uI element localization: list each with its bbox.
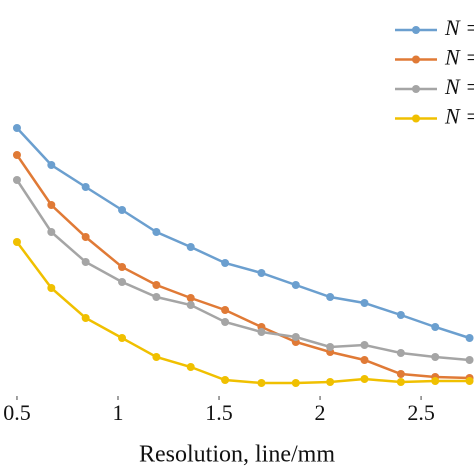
x-tick-label: 2.5 <box>407 400 435 425</box>
data-point <box>396 311 405 319</box>
data-point <box>291 333 300 341</box>
data-point <box>396 349 405 357</box>
legend-marker <box>412 26 420 34</box>
data-point <box>152 281 161 289</box>
data-point <box>326 293 335 301</box>
data-point <box>221 306 230 314</box>
data-point <box>81 183 90 191</box>
legend-label: N = <box>444 15 474 40</box>
data-point <box>81 314 90 322</box>
data-point <box>396 378 405 386</box>
data-point <box>360 375 369 383</box>
data-point <box>118 206 127 214</box>
data-point <box>257 328 266 336</box>
data-point <box>118 334 127 342</box>
data-point <box>221 259 230 267</box>
data-point <box>360 356 369 364</box>
data-point <box>291 379 300 387</box>
data-point <box>221 318 230 326</box>
legend-label: N = <box>444 45 474 70</box>
data-point <box>221 376 230 384</box>
data-point <box>12 176 21 184</box>
series-line <box>16 127 470 340</box>
series-line <box>15 154 470 380</box>
x-tick-label: 0.5 <box>3 400 31 425</box>
data-point <box>465 334 474 342</box>
legend-marker <box>412 55 420 64</box>
data-point <box>186 243 195 251</box>
data-point <box>47 201 56 209</box>
data-point <box>118 278 127 286</box>
data-point <box>152 228 161 236</box>
data-point <box>186 363 195 371</box>
data-point <box>47 161 56 169</box>
data-point <box>431 323 440 331</box>
legend-label: N = <box>444 104 474 129</box>
data-point <box>186 294 195 302</box>
data-point <box>118 263 127 271</box>
data-point <box>152 353 161 361</box>
data-point <box>431 377 440 385</box>
data-point <box>12 151 21 159</box>
series-line <box>15 179 470 362</box>
data-point <box>396 370 405 378</box>
series-line <box>15 241 470 385</box>
x-axis-label: Resolution, line/mm <box>139 442 335 468</box>
data-point <box>465 377 474 385</box>
data-point <box>186 301 195 309</box>
data-point <box>431 353 440 361</box>
data-point <box>12 238 21 246</box>
x-tick-label: 1.5 <box>205 400 233 425</box>
data-point <box>465 356 474 364</box>
x-tick-label: 1 <box>112 400 123 425</box>
data-point <box>81 258 90 266</box>
data-point <box>257 379 266 387</box>
legend-label: N = <box>444 74 474 99</box>
data-point <box>257 269 266 277</box>
data-point <box>47 284 56 292</box>
x-tick-label: 2 <box>315 400 326 425</box>
legend-marker <box>412 85 420 93</box>
data-point <box>152 293 161 301</box>
data-point <box>47 228 56 236</box>
data-point <box>12 124 21 132</box>
data-point <box>81 233 90 241</box>
data-point <box>291 281 300 289</box>
data-point <box>360 341 369 349</box>
legend-marker <box>412 114 420 123</box>
data-point <box>360 299 369 307</box>
data-point <box>326 378 335 386</box>
data-point <box>326 343 335 351</box>
